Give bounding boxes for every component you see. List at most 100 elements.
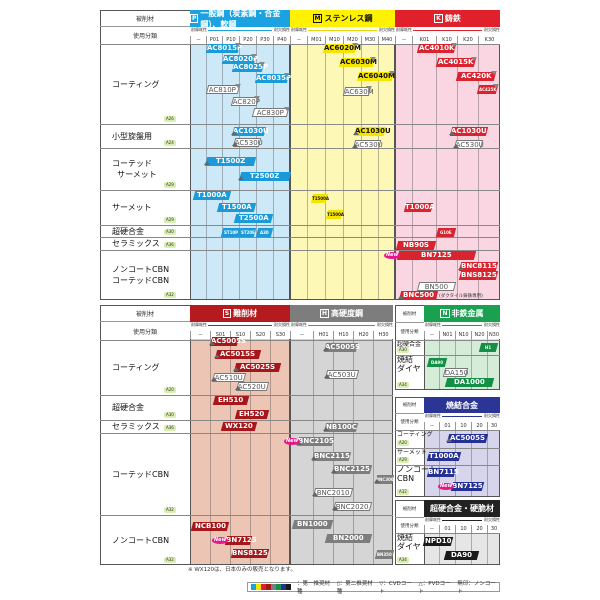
grade-t1500a[interactable]: T1500A (310, 194, 329, 203)
grade-a30[interactable]: A30 (255, 228, 274, 237)
panel-title: 難削材 (233, 309, 258, 318)
grid-line (439, 430, 440, 497)
grade-bn2000[interactable]: BN2000 (324, 534, 373, 543)
grade-t1500a[interactable]: T1500A (216, 203, 257, 212)
pvd-coat-icon (209, 341, 215, 345)
grade-st20e[interactable]: ST20E (238, 228, 257, 237)
row-label: 超硬合金 (112, 226, 144, 236)
row-divider (395, 355, 500, 356)
cvd-coat-icon (254, 96, 260, 100)
grade-ac5015s[interactable]: AC5015S (214, 350, 262, 359)
grade-t2500a[interactable]: T2500A (233, 214, 274, 223)
grade-bnc2105[interactable]: BNC2105 (296, 437, 335, 446)
grade-t1000a[interactable]: T1000A (192, 191, 232, 200)
grade-bns8125[interactable]: BNS8125 (230, 549, 270, 558)
pvd-coat-icon (214, 354, 220, 358)
grade-bn7115[interactable]: BN7115 (426, 468, 459, 477)
grade-bn7125[interactable]: BN7125 (450, 482, 485, 491)
grade-bnc2010[interactable]: BNC2010 (312, 488, 354, 497)
grade-bn7125[interactable]: BN7125 (224, 536, 257, 545)
grade-t1000a[interactable]: T1000A (403, 203, 435, 212)
pvd-coat-icon (204, 161, 210, 165)
pvd-coat-icon (312, 492, 318, 496)
row-label: コーティング (112, 79, 160, 89)
grade-bns8125[interactable]: BNS8125 (458, 271, 499, 280)
page-ref-badge: A36 (164, 425, 176, 431)
grade-t1500z[interactable]: T1500Z (204, 157, 257, 166)
page-ref-badge: A24 (164, 140, 176, 146)
new-badge: New (384, 252, 401, 259)
grade-bnc2125[interactable]: BNC2125 (331, 465, 373, 474)
tick-label: 01 (439, 422, 455, 430)
first-recommended-color-bar (251, 584, 291, 590)
panel-title: 鋳鉄 (444, 14, 461, 23)
scale-right: 耐欠損性 (484, 27, 500, 32)
grid-line (378, 44, 379, 300)
row-divider (395, 465, 500, 466)
grade-bn350[interactable]: BN350 (374, 550, 395, 559)
tick-label: S01 (210, 331, 230, 339)
tick-label: M20 (343, 36, 361, 44)
grade-eh510[interactable]: EH510 (212, 396, 250, 405)
row-divider (100, 340, 393, 341)
tick-label: H20 (353, 331, 373, 339)
tick-label: － (424, 525, 439, 533)
grade-ac5005s[interactable]: AC5005S (446, 434, 489, 443)
panel-title: ステンレス鋼 (324, 14, 373, 23)
grade-da90[interactable]: DA90 (443, 551, 480, 560)
row-divider (395, 448, 500, 449)
grid-line (307, 44, 308, 300)
tick-label: N30 (487, 331, 500, 339)
class-label: 使用分類 (132, 328, 157, 336)
pvd-coat-icon (311, 456, 317, 460)
tick-label: M30 (361, 36, 378, 44)
grade-g10e[interactable]: G10E (435, 228, 457, 237)
grade-t2500z[interactable]: T2500Z (238, 172, 292, 181)
grade-npd10[interactable]: NPD10 (422, 537, 454, 546)
row-label: ノンコート CBN (397, 465, 437, 483)
grade-t1500a[interactable]: T1500A (325, 210, 344, 219)
grade-h1[interactable]: H1 (478, 343, 499, 352)
grade-ac1030u[interactable]: AC1030U (449, 127, 489, 136)
row-label: 超硬合金 (112, 403, 144, 412)
grid-line (230, 339, 231, 565)
grade-eh520[interactable]: EH520 (234, 410, 270, 419)
grid-line (343, 44, 344, 300)
grade-da1000[interactable]: DA1000 (444, 378, 495, 387)
grade-bnc2020[interactable]: BNC2020 (332, 502, 373, 511)
grade-bnc500[interactable]: BNC500 (398, 291, 439, 300)
cvd-coat-icon (471, 57, 477, 61)
grade-wx120[interactable]: WX120 (220, 422, 258, 431)
grade-t1000a[interactable]: T1000A (426, 452, 462, 461)
grade-ncb100[interactable]: NCB100 (190, 522, 230, 531)
grade-nb90s[interactable]: NB90S (395, 241, 437, 250)
scale-left: 耐摩耗性 (425, 322, 441, 327)
grade-bn500[interactable]: BN500 (416, 282, 457, 291)
grid-line (210, 339, 211, 565)
grade-da90[interactable]: DA90 (426, 358, 448, 367)
row-divider (100, 225, 500, 226)
pvd-coat-icon (211, 377, 217, 381)
scale-left: 耐摩耗性 (425, 517, 441, 522)
header-label: 被削材 (402, 311, 417, 317)
tick-label: K10 (436, 36, 457, 44)
tick-label: H01 (313, 331, 333, 339)
pvd-coat-icon (374, 479, 380, 483)
tick-label: M10 (325, 36, 343, 44)
grade-bnc2115[interactable]: BNC2115 (311, 452, 352, 461)
grade-ac5025s[interactable]: AC5025S (233, 363, 282, 372)
header-label: 被削材 (100, 305, 190, 322)
scale-row (395, 27, 500, 36)
tick-label: M40 (378, 36, 395, 44)
grade-bn1000[interactable]: BN1000 (291, 520, 334, 529)
grade-da150[interactable]: DA150 (442, 368, 469, 377)
panel-header: M ステンレス鋼 (290, 10, 395, 27)
tick-label: P01 (206, 36, 222, 44)
scale-arrow (442, 416, 482, 417)
grade-bn7125[interactable]: BN7125 (396, 251, 477, 260)
grade-bnc8115[interactable]: BNC8115 (458, 262, 499, 271)
tick-label: S20 (250, 331, 270, 339)
non-coat-legend: 無印：ノンコート (457, 581, 496, 595)
grid-line (457, 44, 458, 300)
panel-header: N 非鉄金属 (424, 305, 500, 322)
